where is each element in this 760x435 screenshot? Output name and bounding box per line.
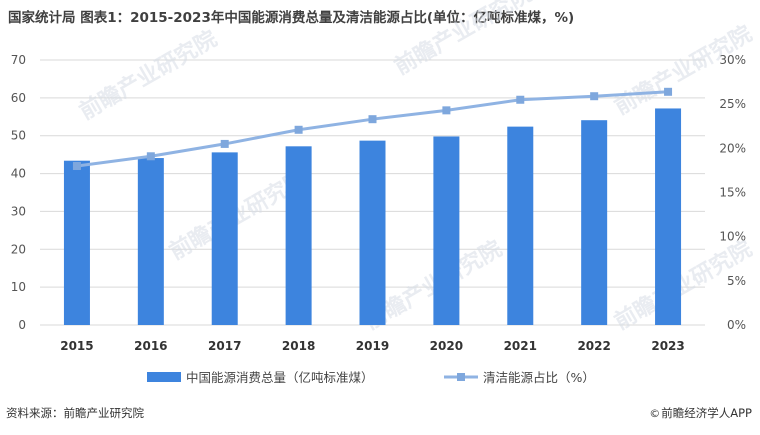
right-axis-tick: 10%: [719, 230, 746, 244]
line-point: [368, 115, 377, 124]
brand-text: 前瞻经济学人APP: [661, 406, 752, 420]
bar: [655, 108, 682, 325]
line-point: [516, 95, 525, 104]
x-axis-ticks: 2015 2016 2017 2018 2019 2020 2021 2022 2023: [60, 339, 685, 353]
chart-title: 国家统计局 图表1：2015-2023年中国能源消费总量及清洁能源占比(单位：亿…: [8, 10, 575, 26]
left-axis-tick: 50: [11, 129, 26, 143]
right-axis-ticks: 0% 5% 10% 15% 20% 25% 30%: [719, 53, 746, 332]
line-point: [664, 87, 673, 96]
watermark: 前瞻产业研究院: [75, 26, 221, 126]
line-point: [442, 106, 451, 115]
line-point: [220, 139, 229, 148]
source-note: 资料来源：前瞻产业研究院: [6, 406, 144, 420]
left-axis-tick: 30: [11, 204, 26, 218]
left-axis-tick: 70: [11, 53, 26, 67]
x-axis-tick: 2020: [430, 339, 463, 353]
line-point: [294, 125, 303, 134]
legend-swatch-marker: [457, 373, 465, 381]
bar: [359, 140, 386, 325]
line-point: [146, 152, 155, 161]
x-axis-tick: 2017: [208, 339, 241, 353]
legend-label: 清洁能源占比（%）: [483, 370, 595, 385]
left-axis-tick: 60: [11, 91, 26, 105]
bar: [137, 158, 164, 325]
left-axis-tick: 20: [11, 242, 26, 256]
line-series: [72, 87, 673, 170]
watermark: 前瞻产业研究院: [390, 0, 536, 80]
bar: [63, 160, 90, 325]
bar: [211, 152, 238, 325]
right-axis-tick: 5%: [727, 274, 746, 288]
right-axis-tick: 20%: [719, 141, 746, 155]
line-point: [590, 92, 599, 101]
line-point: [72, 162, 81, 170]
x-axis-tick: 2015: [60, 339, 93, 353]
legend: 中国能源消费总量（亿吨标准煤） 清洁能源占比（%）: [147, 370, 595, 385]
left-axis-tick: 0: [18, 318, 26, 332]
right-axis-tick: 15%: [719, 186, 746, 200]
left-axis-tick: 40: [11, 167, 26, 181]
bar-series: [63, 108, 682, 325]
x-axis-tick: 2021: [504, 339, 537, 353]
right-axis-tick: 0%: [727, 318, 746, 332]
brand-credit: ©前瞻经济学人APP: [649, 405, 752, 421]
right-axis-tick: 25%: [719, 97, 746, 111]
right-axis-tick: 30%: [719, 53, 746, 67]
bar: [285, 146, 312, 325]
x-axis-tick: 2019: [356, 339, 389, 353]
left-axis-tick: 10: [11, 280, 26, 294]
legend-swatch-bar: [147, 372, 181, 382]
bar: [507, 126, 534, 325]
x-axis-tick: 2022: [577, 339, 610, 353]
x-axis-tick: 2016: [134, 339, 167, 353]
bar: [581, 120, 608, 325]
bar: [433, 136, 460, 325]
left-axis-ticks: 0 10 20 30 40 50 60 70: [11, 53, 26, 332]
legend-label: 中国能源消费总量（亿吨标准煤）: [186, 370, 374, 385]
copyright-icon: ©: [649, 407, 661, 420]
watermark-layer: 前瞻产业研究院前瞻产业研究院前瞻产业研究院前瞻产业研究院前瞻产业研究院前瞻产业研…: [75, 0, 756, 335]
x-axis-tick: 2018: [282, 339, 315, 353]
x-axis-tick: 2023: [651, 339, 684, 353]
